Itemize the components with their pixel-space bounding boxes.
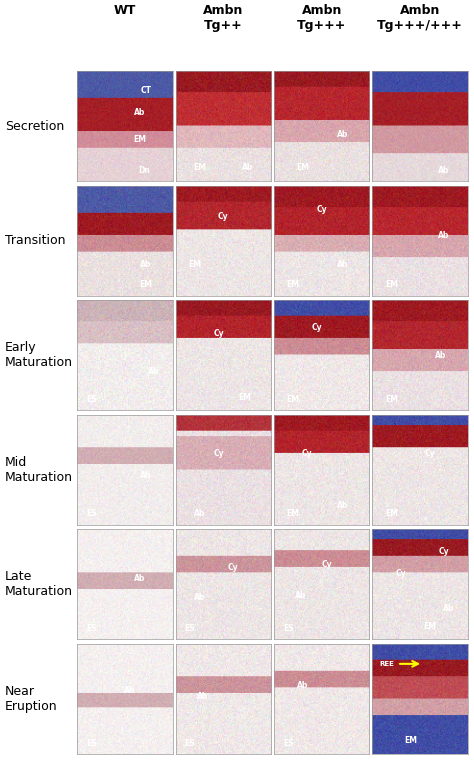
Text: Cy: Cy	[213, 449, 224, 458]
Text: Ab: Ab	[134, 108, 145, 118]
Text: Cy: Cy	[317, 206, 327, 215]
Text: Cy: Cy	[302, 449, 313, 458]
Text: Ab: Ab	[140, 471, 152, 480]
Text: Ab: Ab	[124, 686, 136, 694]
Text: Cy: Cy	[438, 547, 449, 556]
Text: EM: EM	[139, 280, 153, 289]
Text: Ab: Ab	[337, 261, 348, 270]
Text: Late
Maturation: Late Maturation	[5, 571, 73, 598]
Text: Near
Eruption: Near Eruption	[5, 685, 57, 713]
Text: EM: EM	[296, 163, 309, 173]
Text: Cy: Cy	[228, 564, 238, 572]
Text: Ab: Ab	[436, 351, 447, 360]
Text: Cy: Cy	[424, 449, 435, 458]
Text: Cy: Cy	[311, 323, 322, 332]
Text: EM: EM	[238, 393, 251, 402]
Text: ES: ES	[86, 624, 97, 633]
Text: Cy: Cy	[396, 569, 406, 578]
Text: Ab: Ab	[197, 692, 208, 701]
Text: EM: EM	[287, 395, 300, 403]
Text: ES: ES	[86, 510, 97, 518]
Text: Ab: Ab	[337, 131, 348, 139]
Text: ES: ES	[283, 739, 293, 747]
Text: EM: EM	[385, 395, 398, 403]
Text: Ab: Ab	[438, 166, 450, 174]
Text: EM: EM	[423, 622, 436, 631]
Text: ES: ES	[86, 739, 97, 747]
Text: EM: EM	[385, 280, 398, 289]
Text: ES: ES	[283, 624, 293, 633]
Text: Ab: Ab	[242, 163, 253, 173]
Text: Cy: Cy	[321, 560, 332, 569]
Text: ES: ES	[86, 395, 97, 403]
Text: EM: EM	[133, 134, 146, 144]
Text: EM: EM	[385, 510, 398, 518]
Text: Dn: Dn	[138, 166, 150, 174]
Text: Ambn
Tg+++/+++: Ambn Tg+++/+++	[377, 4, 463, 32]
Text: Cy: Cy	[213, 329, 224, 338]
Text: Ab: Ab	[148, 367, 159, 376]
Text: Ab: Ab	[194, 510, 205, 518]
Text: Secretion: Secretion	[5, 119, 64, 133]
Text: Ab: Ab	[337, 500, 348, 510]
Text: EM: EM	[404, 736, 417, 746]
Text: Ambn
Tg++: Ambn Tg++	[203, 4, 244, 32]
Text: EM: EM	[287, 280, 300, 289]
Text: CT: CT	[140, 86, 152, 96]
Text: Mid
Maturation: Mid Maturation	[5, 456, 73, 484]
Text: EM: EM	[188, 261, 201, 270]
Text: Ab: Ab	[438, 231, 450, 240]
Text: EM: EM	[287, 510, 300, 518]
Text: ES: ES	[185, 739, 195, 747]
Text: WT: WT	[114, 4, 136, 17]
Text: Transition: Transition	[5, 234, 65, 248]
Text: Ab: Ab	[140, 261, 152, 270]
Text: Ab: Ab	[194, 593, 205, 602]
Text: Cy: Cy	[218, 212, 228, 221]
Text: Ab: Ab	[443, 604, 455, 613]
Text: Ambn
Tg+++: Ambn Tg+++	[297, 4, 346, 32]
Text: Ab: Ab	[295, 591, 306, 600]
Text: Ab: Ab	[134, 575, 145, 584]
Text: EM: EM	[193, 163, 206, 173]
Text: Ab: Ab	[297, 681, 308, 691]
Text: REE: REE	[379, 661, 394, 667]
Text: ES: ES	[185, 624, 195, 633]
Text: Early
Maturation: Early Maturation	[5, 342, 73, 369]
